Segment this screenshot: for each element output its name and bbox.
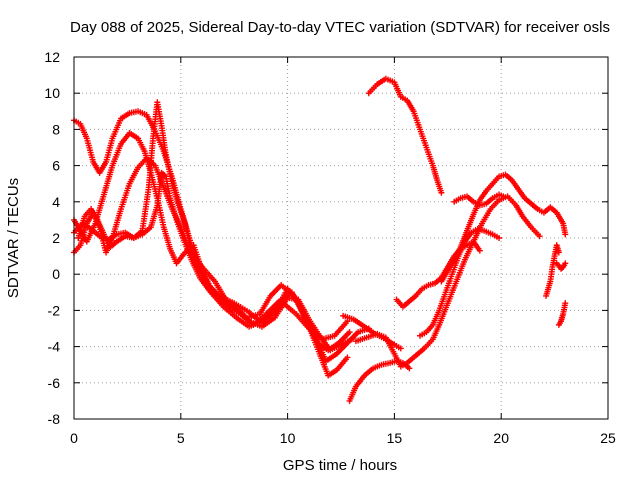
x-axis-ticks: 0 5 10 15 20 25 (70, 57, 616, 446)
x-tick-label: 5 (177, 430, 185, 446)
data-point-marker (438, 189, 445, 196)
x-axis-label: GPS time / hours (283, 457, 397, 474)
data-point-marker (476, 247, 483, 254)
data-point-marker (344, 354, 351, 361)
satellite-track-12 (438, 171, 569, 285)
x-tick-label: 15 (387, 430, 403, 446)
y-tick-label: -4 (48, 339, 61, 355)
x-tick-label: 20 (493, 430, 509, 446)
satellite-track-16 (555, 300, 569, 328)
y-tick-label: -2 (48, 302, 61, 318)
y-tick-label: 4 (52, 194, 60, 210)
satellite-track-4 (71, 155, 353, 354)
data-point-marker (536, 233, 543, 240)
data-point-marker (496, 235, 503, 241)
plot-area (71, 75, 569, 404)
y-tick-label: -6 (48, 375, 61, 391)
satellite-track-5 (75, 169, 351, 343)
satellite-track-15 (553, 260, 569, 272)
x-tick-label: 0 (70, 430, 78, 446)
data-point-marker (500, 193, 507, 200)
y-axis-ticks: -8 -6 -4 -2 0 2 4 6 8 10 12 (44, 49, 608, 427)
data-point-marker (562, 231, 569, 238)
satellite-track-7 (346, 358, 413, 404)
y-tick-label: 8 (52, 121, 60, 137)
y-tick-label: 6 (52, 158, 60, 174)
data-point-marker (406, 365, 413, 372)
y-tick-label: 0 (52, 266, 60, 282)
plot-frame (73, 56, 609, 420)
y-axis-label: SDTVAR / TECUs (5, 178, 22, 298)
data-point-marker (562, 260, 569, 267)
y-tick-label: 12 (44, 49, 60, 65)
data-point-marker (555, 249, 562, 256)
data-point-marker (346, 329, 353, 336)
y-tick-label: 10 (44, 85, 60, 101)
satellite-track-9 (365, 75, 445, 196)
satellite-track-14 (543, 242, 562, 299)
chart-title: Day 088 of 2025, Sidereal Day-to-day VTE… (70, 19, 610, 36)
satellite-track-13 (451, 191, 507, 209)
satellite-track-8 (352, 193, 543, 370)
data-point-marker (397, 345, 404, 352)
x-tick-label: 25 (600, 430, 616, 446)
y-tick-label: 2 (52, 230, 60, 246)
x-tick-label: 10 (280, 430, 296, 446)
y-tick-label: -8 (48, 411, 61, 427)
data-point-marker (562, 300, 569, 307)
